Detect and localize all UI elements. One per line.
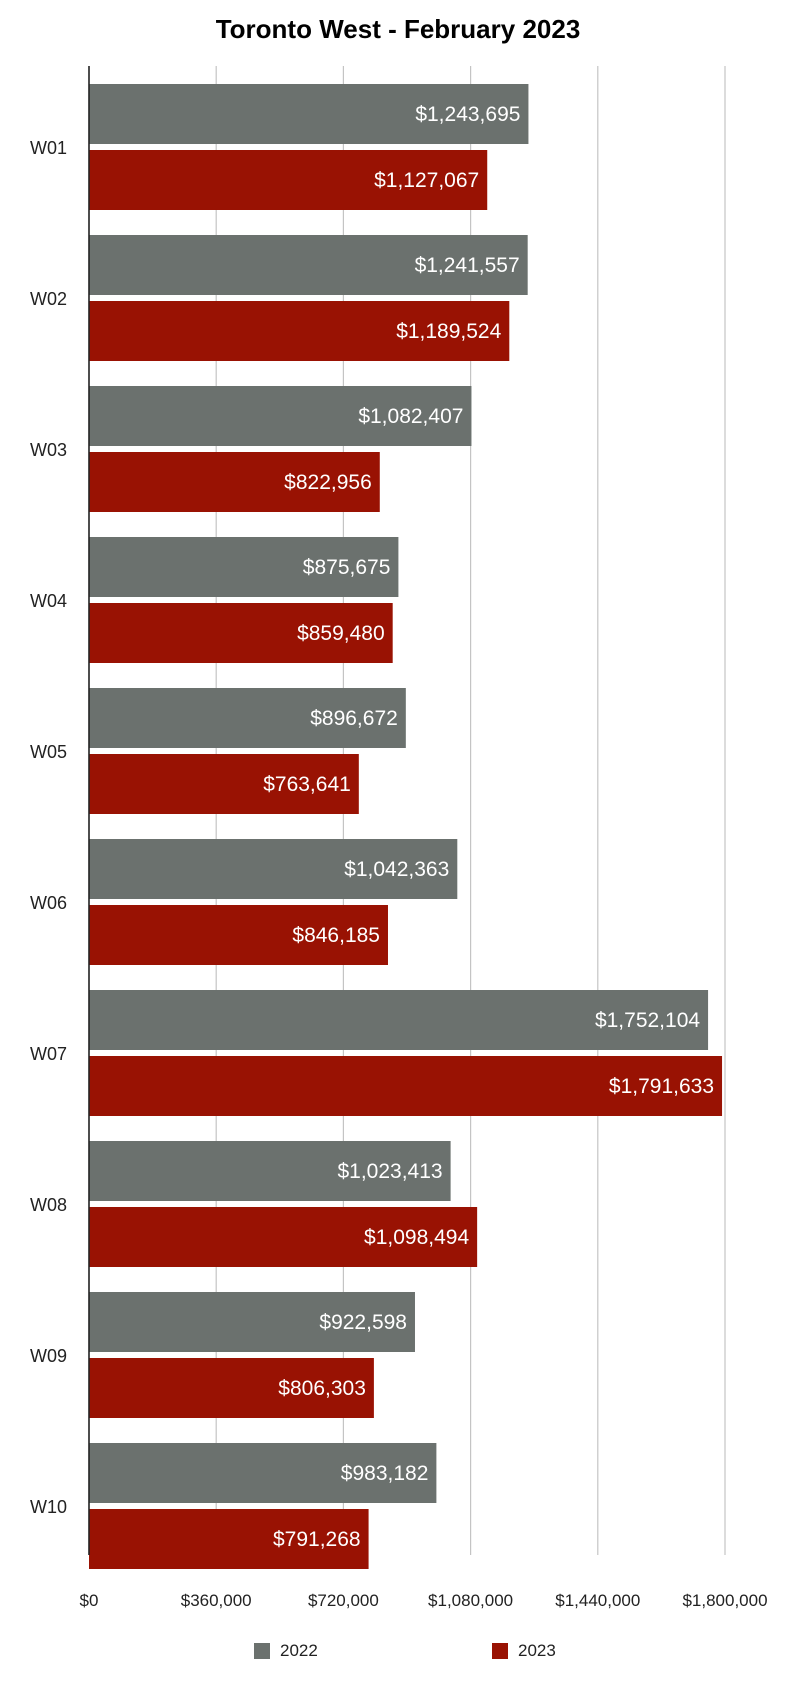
data-label: $1,791,633 [609,1075,714,1098]
x-tick-labels: $0 $360,000 $720,000 $1,080,000 $1,440,000 $1… [80,1591,768,1610]
legend-swatch-2022 [254,1643,270,1659]
category-label: W06 [30,893,67,913]
data-label: $875,675 [303,556,391,579]
data-label: $1,098,494 [364,1226,469,1249]
data-label: $1,189,524 [396,320,501,343]
category-label: W04 [30,591,67,611]
data-label: $763,641 [263,773,351,796]
data-labels: $1,243,695 $1,127,067 $1,241,557 $1,189,524… [263,103,714,1551]
data-label: $791,268 [273,1528,361,1551]
category-label: W01 [30,138,67,158]
data-label: $1,243,695 [415,103,520,126]
x-tick-label: $720,000 [308,1591,379,1610]
x-tick-label: $1,080,000 [428,1591,513,1610]
data-label: $896,672 [310,707,398,730]
bar-2022-W03 [89,386,472,446]
legend-item-2022: 2022 [254,1641,318,1661]
category-label: W08 [30,1195,67,1215]
data-label: $859,480 [297,622,385,645]
bar-2023-W03 [89,452,380,512]
data-label: $806,303 [278,1377,366,1400]
bar-2023-W01 [89,150,488,210]
bar-2022-W04 [89,537,399,597]
bars [89,84,723,1569]
category-label: W07 [30,1044,67,1064]
bar-2023-W05 [89,754,359,814]
x-tick-label: $0 [80,1591,99,1610]
bar-2023-W02 [89,301,510,361]
bar-2023-W09 [89,1358,374,1418]
data-label: $846,185 [292,924,380,947]
category-label: W05 [30,742,67,762]
category-label: W09 [30,1346,67,1366]
data-label: $1,042,363 [344,858,449,881]
bar-2022-W06 [89,839,458,899]
bar-2023-W06 [89,905,388,965]
category-label: W02 [30,289,67,309]
bar-2022-W10 [89,1443,437,1503]
bar-2023-W07 [89,1056,723,1116]
x-tick-label: $360,000 [181,1591,252,1610]
category-label: W10 [30,1497,67,1517]
bar-2022-W02 [89,235,528,295]
legend-swatch-2023 [492,1643,508,1659]
legend-label-2022: 2022 [280,1641,318,1660]
category-label: W03 [30,440,67,460]
legend-label-2023: 2023 [518,1641,556,1660]
category-labels: W01 W02 W03 W04 W05 W06 W07 W08 W09 W10 [30,138,67,1517]
x-tick-label: $1,800,000 [682,1591,767,1610]
data-label: $1,127,067 [374,169,479,192]
chart-title: Toronto West - February 2023 [215,14,581,44]
bar-2023-W10 [89,1509,369,1569]
data-label: $822,956 [284,471,372,494]
bar-2023-W08 [89,1207,478,1267]
bar-2022-W05 [89,688,406,748]
bar-2022-W07 [89,990,709,1050]
legend-item-2023: 2023 [492,1641,556,1661]
data-label: $1,752,104 [595,1009,700,1032]
bar-2023-W04 [89,603,393,663]
bar-2022-W09 [89,1292,415,1352]
data-label: $983,182 [341,1462,429,1485]
bar-2022-W01 [89,84,529,144]
data-label: $922,598 [319,1311,407,1334]
bar-2022-W08 [89,1141,451,1201]
x-tick-label: $1,440,000 [555,1591,640,1610]
data-label: $1,023,413 [337,1160,442,1183]
data-label: $1,082,407 [358,405,463,428]
data-label: $1,241,557 [415,254,520,277]
